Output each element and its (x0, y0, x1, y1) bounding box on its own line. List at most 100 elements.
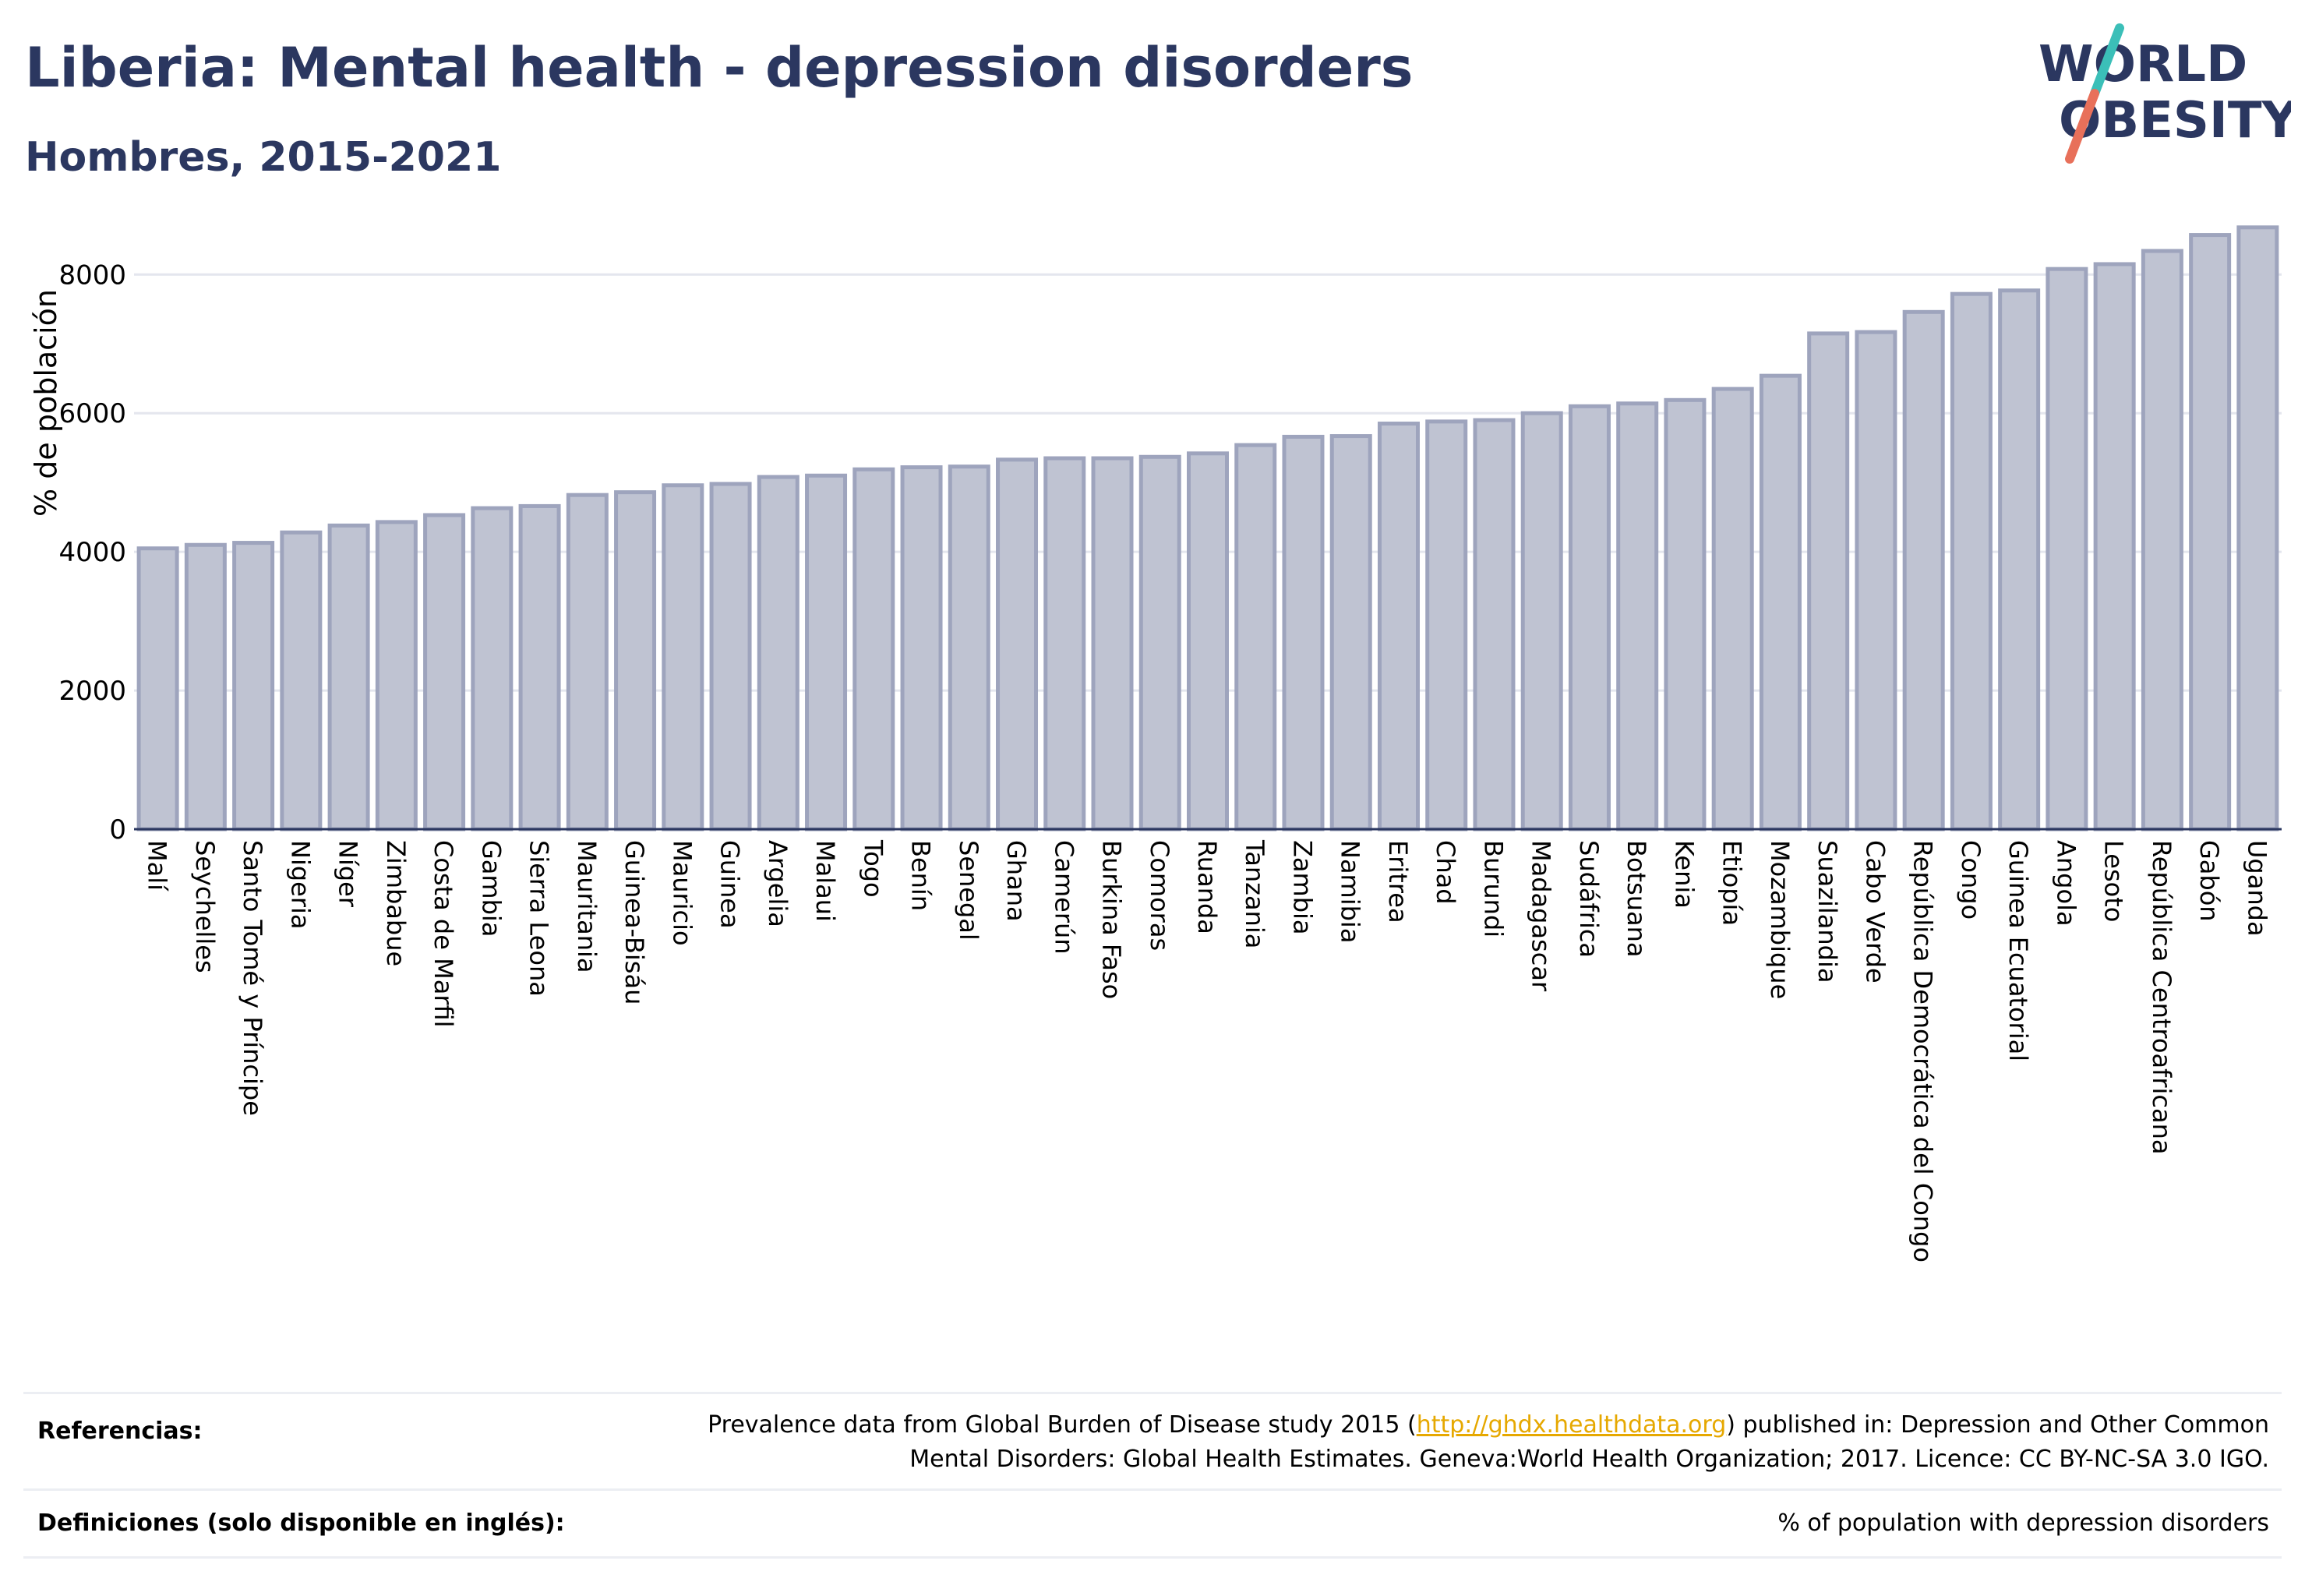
chart-subtitle: Hombres, 2015-2021 (25, 134, 502, 181)
bar (518, 503, 561, 832)
bar (2236, 225, 2279, 832)
bar (1998, 288, 2041, 832)
bar (1329, 434, 1372, 832)
x-category-label: Uganda (2242, 840, 2271, 937)
x-category-label: Malí (143, 840, 172, 892)
x-category-label: Malaui (810, 840, 840, 922)
x-category-label: Kenia (1669, 840, 1699, 909)
references-link[interactable]: http://ghdx.healthdata.org (1416, 1411, 1727, 1439)
footer-table: Referencias: Prevalence data from Global… (23, 1392, 2282, 1559)
bar (232, 541, 275, 832)
x-category-label: Senegal (954, 840, 983, 941)
bar (1425, 419, 1468, 832)
bar (1664, 397, 1707, 832)
bar (1282, 434, 1325, 832)
y-tick-label: 6000 (58, 398, 126, 429)
x-category-label: Guinea Ecuatorial (2003, 840, 2033, 1061)
bar (1520, 411, 1563, 832)
bar (1091, 456, 1134, 832)
bar (2093, 262, 2136, 832)
chart-title: Liberia: Mental health - depression diso… (25, 36, 1414, 100)
x-category-label: Comoras (1145, 840, 1174, 951)
bar (1043, 456, 1086, 832)
bar (423, 513, 466, 832)
x-category-label: Togo (858, 839, 888, 898)
bar (662, 483, 704, 832)
bar (1855, 330, 1897, 832)
bar (1807, 331, 1850, 832)
bar (1138, 454, 1181, 832)
bar (709, 482, 752, 832)
bar (136, 546, 179, 832)
bar (852, 467, 895, 832)
bar (1759, 373, 1802, 832)
x-category-label: República Centroafricana (2147, 840, 2176, 1154)
x-category-label: Camerún (1049, 840, 1078, 955)
x-category-label: Mauritania (572, 840, 602, 973)
x-category-label: Mozambique (1765, 840, 1795, 999)
x-category-label: Ghana (1001, 840, 1031, 922)
y-axis-ticks: 0 2000 4000 6000 8000 (58, 260, 126, 846)
x-category-label: Burkina Faso (1097, 840, 1127, 999)
x-category-label: Sudáfrica (1574, 840, 1604, 958)
x-category-label: Zambia (1287, 840, 1317, 935)
references-row: Referencias: Prevalence data from Global… (23, 1392, 2282, 1491)
bar (471, 506, 514, 832)
x-category-label: Seychelles (190, 840, 220, 973)
x-category-label: Angola (2051, 840, 2081, 927)
bar (1950, 291, 1993, 832)
bar (280, 530, 323, 832)
bar (900, 465, 943, 832)
y-axis-label: % de población (29, 289, 63, 517)
world-obesity-logo: WORLD OBESITY (2038, 23, 2291, 164)
x-category-label: Cabo Verde (1860, 840, 1890, 983)
references-post: ) published in: Depression and Other Com… (1726, 1411, 2269, 1439)
svg-text:WORLD: WORLD (2038, 36, 2247, 94)
bar (614, 490, 657, 832)
bar (1473, 418, 1516, 832)
x-category-label: Chad (1431, 840, 1460, 905)
x-category-label: Namibia (1336, 840, 1365, 943)
y-tick-label: 4000 (58, 537, 126, 568)
bar (375, 520, 418, 832)
x-category-label: Suazilandia (1813, 840, 1842, 983)
y-tick-label: 8000 (58, 260, 126, 291)
svg-text:OBESITY: OBESITY (2059, 92, 2291, 150)
x-category-label: Benín (906, 840, 936, 911)
bar (1616, 401, 1659, 832)
bar (1568, 404, 1611, 832)
x-category-label: Gambia (476, 840, 506, 937)
bar (2141, 249, 2183, 832)
definitions-label: Definiciones (solo disponible en inglés)… (37, 1509, 565, 1537)
x-category-label: Botsuana (1622, 840, 1651, 958)
definitions-text: % of population with depression disorder… (1777, 1509, 2269, 1537)
bar (1377, 422, 1420, 832)
x-category-label: Sierra Leona (524, 840, 554, 997)
x-axis-categories: Malí Seychelles Santo Tomé y Príncipe Niger… (143, 839, 2272, 1262)
bar (1711, 387, 1754, 832)
x-category-label: Madagascar (1527, 840, 1556, 992)
x-category-label: Burundi (1478, 840, 1508, 937)
x-category-label: Argelia (763, 840, 792, 927)
x-category-label: Tanzania (1240, 839, 1269, 948)
references-line2: Mental Disorders: Global Health Estimate… (909, 1446, 2269, 1473)
x-category-label: Santo Tomé y Príncipe (238, 840, 267, 1116)
y-tick-label: 0 (109, 814, 126, 846)
bars (136, 225, 2279, 832)
bar (757, 475, 800, 832)
bar (184, 542, 227, 832)
x-category-label: Lesoto (2099, 840, 2129, 922)
bar (1902, 309, 1945, 832)
x-category-label: Congo (1956, 840, 1986, 920)
definitions-row: Definiciones (solo disponible en inglés)… (23, 1488, 2282, 1559)
bar (2189, 233, 2232, 832)
bar (996, 457, 1039, 832)
references-text: Prevalence data from Global Burden of Di… (708, 1408, 2269, 1477)
bar (805, 473, 848, 832)
bar-chart: 0 2000 4000 6000 8000 Malí Seychelles Santo To… (29, 225, 2282, 1262)
x-category-label: Gabón (2194, 840, 2224, 922)
x-category-label: Etiopía (1717, 840, 1747, 926)
bar (1234, 443, 1277, 832)
x-category-label: Ruanda (1192, 840, 1222, 934)
x-category-label: Eritrea (1383, 840, 1413, 923)
